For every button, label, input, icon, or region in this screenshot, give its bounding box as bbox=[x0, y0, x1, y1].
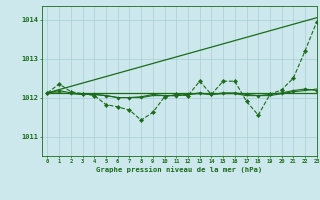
X-axis label: Graphe pression niveau de la mer (hPa): Graphe pression niveau de la mer (hPa) bbox=[96, 166, 262, 173]
